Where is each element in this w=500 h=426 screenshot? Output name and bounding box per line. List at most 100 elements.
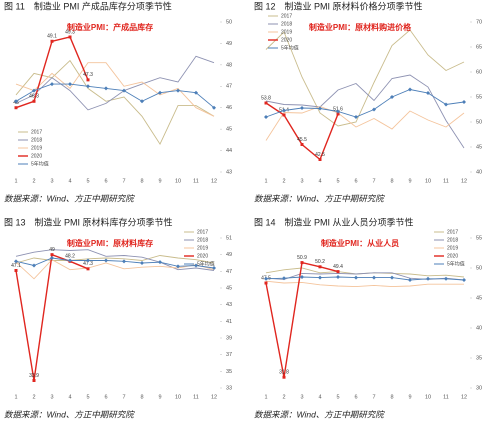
point-marker [50,82,54,87]
data-label: 47.3 [83,72,93,78]
x-tick-label: 5 [336,394,339,400]
point-marker [318,106,322,111]
point-marker [300,261,304,265]
x-tick-label: 1 [14,394,17,400]
data-label: 49.4 [333,264,343,270]
x-tick-label: 2 [282,178,285,184]
data-label: 46.3 [29,94,39,100]
point-marker [32,88,36,93]
annotation: 制造业PMI：产成品库存 [67,22,153,32]
series-line [15,62,215,117]
x-tick-label: 3 [50,178,53,184]
x-tick-label: 10 [425,178,431,184]
legend-label: 2020 [197,253,208,259]
series-line [15,259,215,280]
data-label: 53.8 [261,95,271,101]
point-marker [14,99,18,104]
data-label: 51.6 [333,106,343,112]
legend-label: 5年均值 [197,260,215,267]
legend-label: 5年均值 [31,160,49,167]
y-tick-label: 60 [476,69,482,75]
x-tick-label: 2 [32,178,35,184]
x-tick-label: 8 [390,178,393,184]
x-tick-label: 7 [122,394,125,400]
series-line [265,280,464,288]
point-marker [282,113,286,117]
legend-label: 2020 [281,37,292,43]
x-tick-label: 2 [32,394,35,400]
y-tick-label: 65 [476,44,482,50]
y-tick-label: 45 [226,285,232,291]
x-tick-label: 4 [68,394,71,400]
legend-label: 2019 [31,145,42,151]
y-tick-label: 46 [226,105,232,111]
point-marker [264,276,268,281]
series-line [15,83,215,109]
point-marker [104,86,108,91]
point-marker [444,102,448,107]
legend-label: 5年均值 [281,44,299,51]
x-tick-label: 10 [175,178,181,184]
x-tick-label: 11 [193,178,199,184]
x-tick-label: 9 [408,394,411,400]
point-marker [140,261,144,265]
y-tick-label: 70 [476,19,482,25]
point-marker [318,158,322,161]
x-tick-label: 3 [50,394,53,400]
legend-label: 2020 [31,153,42,159]
series-line [15,59,215,146]
data-label: 49.1 [47,34,57,40]
x-tick-label: 5 [86,178,89,184]
point-marker [336,109,340,114]
y-tick-label: 43 [226,169,232,175]
y-tick-label: 51 [226,235,232,241]
y-tick-label: 37 [226,352,232,358]
series-line [265,106,465,141]
x-tick-label: 7 [122,178,125,184]
point-marker [212,105,216,110]
point-marker [14,269,18,272]
x-tick-label: 3 [300,178,303,184]
series-line [265,261,339,378]
x-tick-label: 10 [175,394,181,400]
x-tick-label: 11 [443,178,449,184]
point-marker [426,276,430,281]
point-marker [176,88,180,93]
point-marker [122,88,126,93]
point-marker [444,276,448,281]
y-tick-label: 50 [476,265,482,271]
source: 数据来源：Wind、方正中期研究院 [4,193,135,203]
series-line [15,253,89,381]
point-marker [104,258,108,263]
x-tick-label: 9 [158,394,161,400]
point-marker [336,270,340,274]
legend-label: 2019 [447,245,458,251]
point-marker [354,275,358,280]
data-label: 48.2 [65,254,75,260]
legend-label: 2017 [447,229,458,235]
y-tick-label: 45 [476,295,482,301]
x-tick-label: 3 [300,394,303,400]
y-tick-label: 41 [226,319,232,325]
y-tick-label: 49 [226,41,232,47]
data-label: 47.1 [11,263,21,269]
legend-label: 2018 [31,137,42,143]
point-marker [282,108,286,113]
data-label: 50.2 [315,259,325,265]
point-marker [300,143,304,146]
point-marker [68,258,72,263]
x-tick-label: 1 [264,178,267,184]
legend-label: 2017 [31,129,42,135]
point-marker [426,91,430,95]
point-marker [14,106,18,110]
point-marker [282,276,286,281]
x-tick-label: 4 [68,178,71,184]
source: 数据来源：Wind、方正中期研究院 [254,409,385,419]
y-tick-label: 35 [476,355,482,361]
x-tick-label: 12 [461,394,467,400]
y-tick-label: 45 [476,144,482,150]
point-marker [264,115,268,119]
legend-label: 2018 [281,21,292,27]
y-tick-label: 40 [476,325,482,331]
